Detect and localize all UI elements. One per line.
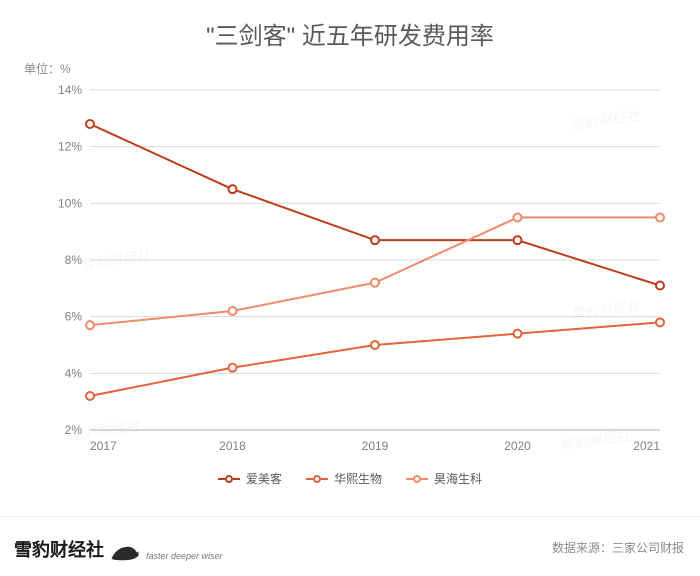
svg-text:12%: 12% xyxy=(58,140,82,154)
legend: 爱美客 华熙生物 昊海生科 xyxy=(0,470,700,487)
svg-text:14%: 14% xyxy=(58,83,82,97)
brand-name-cn: 雪豹财经社 xyxy=(14,536,104,562)
svg-text:2018: 2018 xyxy=(219,439,246,453)
data-source-label: 数据来源：三家公司财报 xyxy=(552,539,684,556)
brand-tagline: faster deeper wiser xyxy=(146,551,223,561)
legend-item: 华熙生物 xyxy=(306,470,382,487)
legend-marker xyxy=(306,474,328,484)
svg-text:10%: 10% xyxy=(58,196,82,210)
svg-text:2%: 2% xyxy=(65,423,83,437)
chart-area: 2% 4% 6% 8% 10% 12% 14% 2017 2018 2019 2020 2021 xyxy=(50,80,670,460)
legend-item: 爱美客 xyxy=(218,470,282,487)
svg-text:2021: 2021 xyxy=(633,439,660,453)
svg-text:4%: 4% xyxy=(65,366,83,380)
legend-label: 昊海生科 xyxy=(434,470,482,487)
svg-text:6%: 6% xyxy=(65,310,83,324)
unit-label: 单位：% xyxy=(24,60,71,77)
legend-label: 华熙生物 xyxy=(334,470,382,487)
svg-text:2019: 2019 xyxy=(362,439,389,453)
brand-block: 雪豹财经社 faster deeper wiser xyxy=(14,536,223,562)
svg-text:8%: 8% xyxy=(65,253,83,267)
leopard-icon xyxy=(110,542,140,562)
line-chart-svg: 2% 4% 6% 8% 10% 12% 14% 2017 2018 2019 2020 2021 xyxy=(50,80,670,460)
legend-marker xyxy=(218,474,240,484)
legend-marker xyxy=(406,474,428,484)
svg-text:2020: 2020 xyxy=(504,439,531,453)
chart-title: "三剑客" 近五年研发费用率 xyxy=(0,0,700,51)
svg-text:2017: 2017 xyxy=(90,439,117,453)
footer: 雪豹财经社 faster deeper wiser 数据来源：三家公司财报 xyxy=(0,516,700,576)
legend-label: 爱美客 xyxy=(246,470,282,487)
legend-item: 昊海生科 xyxy=(406,470,482,487)
